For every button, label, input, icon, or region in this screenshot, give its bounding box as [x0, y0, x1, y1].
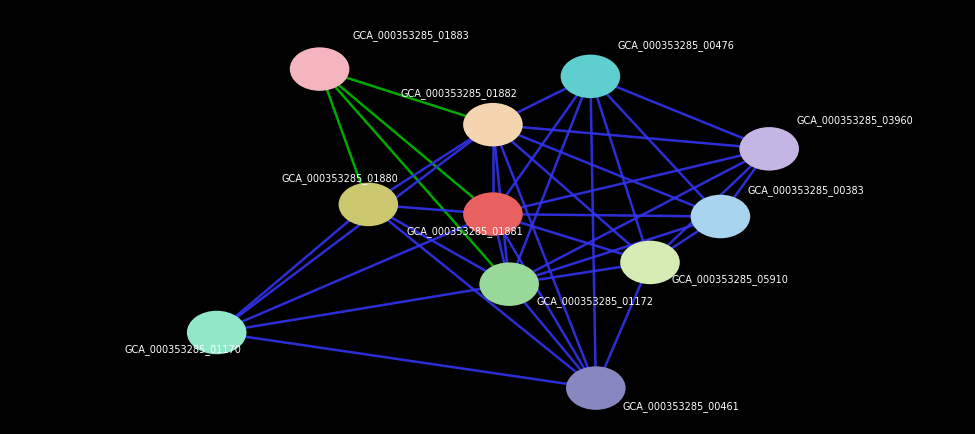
Ellipse shape: [338, 183, 398, 227]
Ellipse shape: [690, 195, 750, 239]
Ellipse shape: [561, 56, 620, 99]
Text: GCA_000353285_00461: GCA_000353285_00461: [623, 400, 740, 411]
Text: GCA_000353285_01880: GCA_000353285_01880: [282, 172, 399, 183]
Text: GCA_000353285_05910: GCA_000353285_05910: [672, 273, 789, 285]
Ellipse shape: [463, 104, 523, 147]
Ellipse shape: [566, 366, 626, 410]
Text: GCA_000353285_03960: GCA_000353285_03960: [797, 115, 913, 125]
Ellipse shape: [290, 48, 349, 92]
Ellipse shape: [739, 128, 799, 171]
Text: GCA_000353285_01883: GCA_000353285_01883: [352, 30, 469, 41]
Text: GCA_000353285_00476: GCA_000353285_00476: [617, 40, 734, 51]
Text: GCA_000353285_01881: GCA_000353285_01881: [407, 225, 523, 236]
Text: GCA_000353285_01172: GCA_000353285_01172: [536, 295, 653, 306]
Text: GCA_000353285_01170: GCA_000353285_01170: [125, 344, 242, 355]
Text: GCA_000353285_01882: GCA_000353285_01882: [401, 88, 518, 99]
Ellipse shape: [463, 193, 523, 236]
Text: GCA_000353285_00383: GCA_000353285_00383: [748, 184, 864, 195]
Ellipse shape: [620, 241, 680, 285]
Ellipse shape: [187, 311, 247, 355]
Ellipse shape: [480, 263, 539, 306]
